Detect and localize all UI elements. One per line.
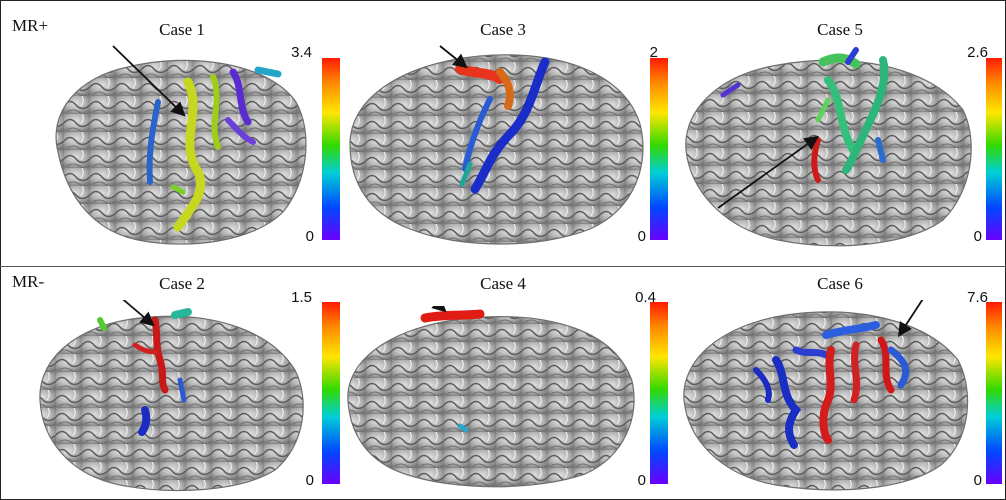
- row-divider: [0, 266, 1006, 267]
- arrow-case-2: [122, 300, 155, 327]
- brain-render-case-5: [685, 47, 972, 247]
- brain-render-case-6: [683, 300, 969, 491]
- colorbar-max-case-1: 3.4: [291, 44, 312, 61]
- brain-render-case-2: [39, 300, 304, 492]
- brain-render-case-3: [349, 45, 644, 245]
- brain-render-case-4: [347, 306, 635, 488]
- panel-title-case-5: Case 5: [817, 20, 863, 39]
- arrow-case-4: [431, 306, 447, 313]
- colorbar-max-case-4: 0.4: [635, 289, 656, 306]
- arrow-case-5: [717, 135, 819, 209]
- colorbar-min-case-2: 0: [305, 472, 314, 489]
- colorbar-case-3: [650, 58, 668, 240]
- colorbar-case-2: [322, 302, 340, 484]
- colorbar-max-case-6: 7.6: [967, 289, 988, 306]
- arrow-case-3: [439, 45, 468, 69]
- colorbar-case-5: [986, 58, 1002, 240]
- panel-title-case-2: Case 2: [159, 274, 205, 293]
- row-label-mr-minus: MR-: [12, 272, 45, 291]
- colorbar-case-4: [650, 302, 668, 484]
- brain-render-case-1: [55, 45, 307, 245]
- colorbar-max-case-3: 2: [649, 44, 658, 61]
- panel-title-case-3: Case 3: [480, 20, 526, 39]
- panel-title-case-1: Case 1: [159, 20, 205, 39]
- arrow-case-6: [898, 300, 924, 338]
- panel-title-case-4: Case 4: [480, 274, 526, 293]
- colorbar-min-case-6: 0: [973, 472, 982, 489]
- colorbar-min-case-1: 0: [305, 228, 314, 245]
- arrow-case-1: [112, 45, 186, 117]
- colorbar-max-case-5: 2.6: [967, 44, 988, 61]
- colorbar-case-6: [986, 302, 1002, 484]
- colorbar-max-case-2: 1.5: [291, 289, 312, 306]
- colorbar-case-1: [322, 58, 340, 240]
- colorbar-min-case-3: 0: [637, 228, 646, 245]
- colorbar-min-case-5: 0: [973, 228, 982, 245]
- panel-title-case-6: Case 6: [817, 274, 863, 293]
- colorbar-min-case-4: 0: [637, 472, 646, 489]
- row-label-mr-plus: MR+: [12, 16, 49, 35]
